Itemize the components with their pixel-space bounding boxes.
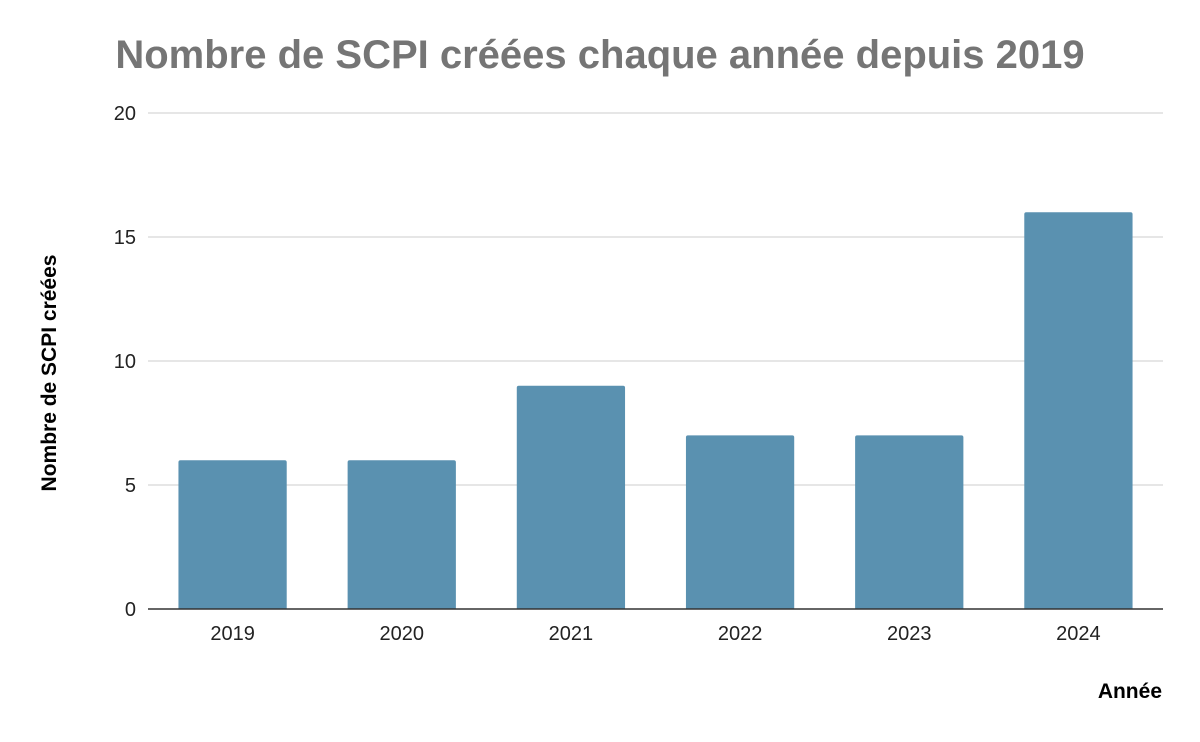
x-tick-label: 2021: [549, 623, 594, 645]
bars: [178, 212, 1133, 609]
y-tick-label: 15: [114, 227, 136, 249]
y-axis-label: Nombre de SCPI créées: [38, 255, 61, 492]
y-tick-label: 5: [125, 475, 136, 497]
x-tick-label: 2022: [718, 623, 763, 645]
x-tick-label: 2024: [1056, 623, 1101, 645]
bar-2023: [855, 435, 964, 609]
x-tick-label: 2020: [380, 623, 425, 645]
chart-title: Nombre de SCPI créées chaque année depui…: [115, 33, 1084, 77]
bar-2024: [1024, 212, 1133, 609]
bar-2021: [516, 385, 626, 609]
bar-2019: [178, 460, 287, 609]
y-axis-ticks: 0 5 10 15 20: [114, 103, 136, 621]
bar-2022: [685, 435, 795, 609]
x-tick-label: 2019: [210, 623, 255, 645]
x-tick-label: 2023: [887, 623, 932, 645]
gridlines: [148, 112, 1163, 486]
x-axis-ticks: 2019 2020 2021 2022 2023 2024: [210, 623, 1100, 645]
y-tick-label: 10: [114, 351, 136, 373]
y-tick-label: 0: [125, 599, 136, 621]
y-tick-label: 20: [114, 103, 136, 125]
bar-2020: [347, 460, 456, 609]
x-axis-label: Année: [1098, 680, 1162, 703]
